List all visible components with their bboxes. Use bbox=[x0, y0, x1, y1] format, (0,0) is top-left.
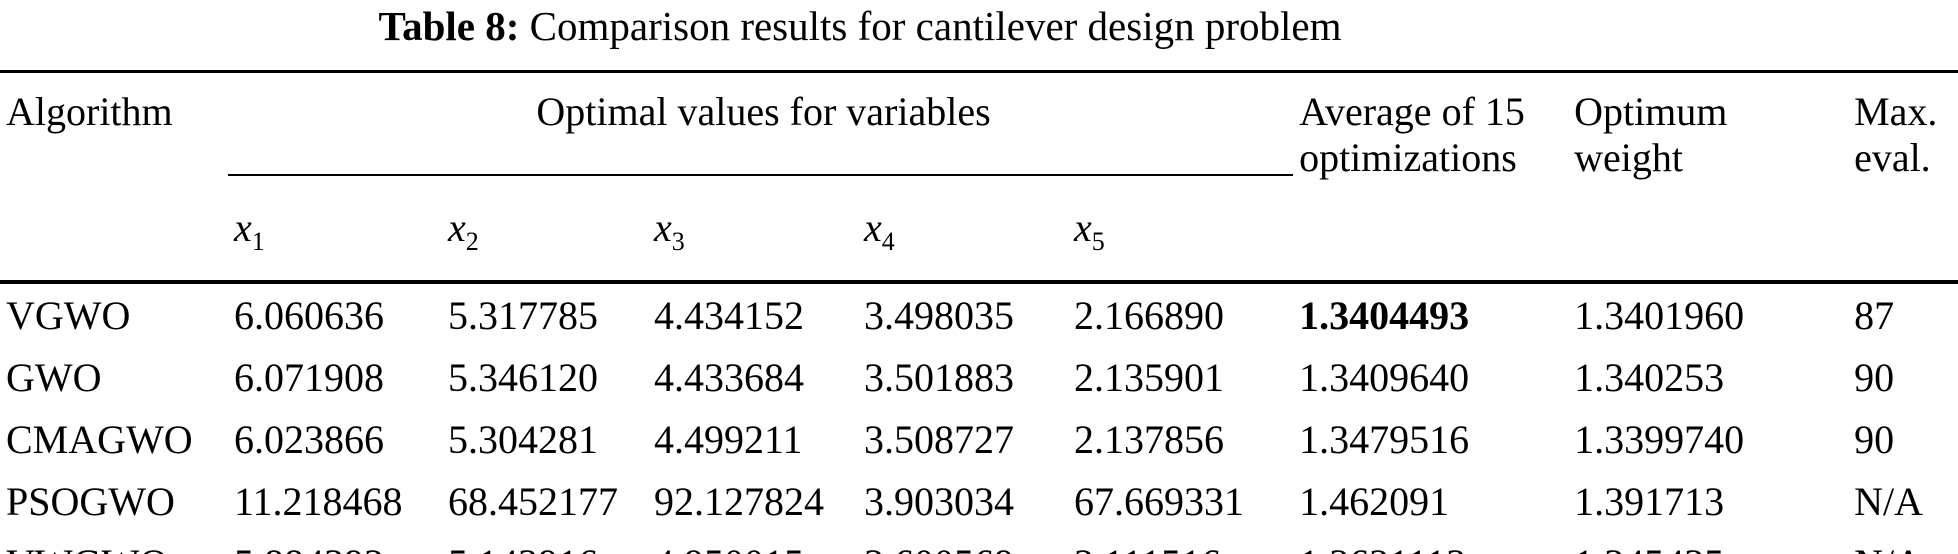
column-header-optimum-weight: Optimum weight bbox=[1568, 72, 1848, 283]
cell-x3: 4.433684 bbox=[654, 354, 804, 400]
cell-x4: 3.501883 bbox=[864, 354, 1014, 400]
column-header-optimum-line1: Optimum bbox=[1574, 89, 1728, 134]
cell-optimum-weight: 1.340253 bbox=[1574, 354, 1725, 400]
cell-algorithm: PSOGWO bbox=[6, 478, 175, 524]
cell-x1: 11.218468 bbox=[234, 478, 403, 524]
cell-x4: 3.498035 bbox=[864, 292, 1014, 338]
cell-x4: 3.600569 bbox=[858, 532, 1068, 554]
cell-x5: 67.669331 bbox=[1074, 478, 1244, 524]
cell-algorithm: VWGWO bbox=[0, 532, 228, 554]
cell-average: 1.3621113 bbox=[1293, 532, 1568, 554]
table-caption: Table 8: Comparison results for cantilev… bbox=[0, 2, 1720, 50]
x3-subscript: 3 bbox=[671, 227, 685, 256]
cell-x2: 5.304281 bbox=[448, 416, 598, 462]
column-header-x2: x2 bbox=[442, 175, 648, 282]
cell-x1: 5.884392 bbox=[228, 532, 442, 554]
cell-optimum-weight: 1.3401960 bbox=[1574, 292, 1745, 338]
column-header-x3: x3 bbox=[648, 175, 858, 282]
cell-x5: 2.111516 bbox=[1068, 532, 1293, 554]
column-header-x4: x4 bbox=[858, 175, 1068, 282]
x5-subscript: 5 bbox=[1091, 227, 1105, 256]
cell-algorithm: GWO bbox=[6, 354, 102, 400]
cell-average-best: 1.3404493 bbox=[1299, 292, 1470, 338]
cell-max-eval: N/A bbox=[1848, 532, 1958, 554]
column-header-max-eval: Max. eval. bbox=[1848, 72, 1958, 283]
column-header-algorithm: Algorithm bbox=[6, 89, 173, 134]
table-row-cmagwo: CMAGWO 6.023866 5.304281 4.499211 3.5087… bbox=[0, 408, 1958, 470]
cell-average: 1.3409640 bbox=[1299, 354, 1470, 400]
cell-x2: 5.143916 bbox=[442, 532, 648, 554]
column-header-optimum-line2: weight bbox=[1574, 135, 1683, 180]
x5-symbol: x bbox=[1074, 205, 1092, 250]
cell-max-eval: 87 bbox=[1854, 292, 1895, 338]
cell-x3: 4.950015 bbox=[648, 532, 858, 554]
cell-max-eval: 90 bbox=[1854, 416, 1895, 462]
x3-symbol: x bbox=[654, 205, 672, 250]
cell-x2: 5.346120 bbox=[448, 354, 598, 400]
table-row-vgwo: VGWO 6.060636 5.317785 4.434152 3.498035… bbox=[0, 282, 1958, 346]
cell-x4: 3.903034 bbox=[864, 478, 1014, 524]
cell-x2: 5.317785 bbox=[448, 292, 598, 338]
cell-x5: 2.137856 bbox=[1074, 416, 1224, 462]
cell-optimum-weight: 1.391713 bbox=[1574, 478, 1725, 524]
cell-optimum-weight: 1.345435 bbox=[1568, 532, 1848, 554]
cell-algorithm: CMAGWO bbox=[6, 416, 193, 462]
table-row-gwo: GWO 6.071908 5.346120 4.433684 3.501883 … bbox=[0, 346, 1958, 408]
cell-x2: 68.452177 bbox=[448, 478, 618, 524]
column-group-header-optimal-values: Optimal values for variables bbox=[228, 71, 1294, 176]
x2-symbol: x bbox=[448, 205, 466, 250]
x4-symbol: x bbox=[864, 205, 882, 250]
cell-x5: 2.166890 bbox=[1074, 292, 1224, 338]
column-header-max-line1: Max. bbox=[1854, 89, 1938, 134]
column-header-max-line2: eval. bbox=[1854, 135, 1931, 180]
column-header-average-line1: Average of 15 bbox=[1299, 89, 1525, 134]
cell-average: 1.462091 bbox=[1299, 478, 1450, 524]
column-header-average: Average of 15 optimizations bbox=[1293, 72, 1568, 283]
cell-x1: 6.060636 bbox=[234, 292, 384, 338]
table-caption-text: Comparison results for cantilever design… bbox=[519, 3, 1342, 49]
cell-optimum-weight: 1.3399740 bbox=[1574, 416, 1745, 462]
table-row-psogwo: PSOGWO 11.218468 68.452177 92.127824 3.9… bbox=[0, 470, 1958, 532]
column-header-x1: x1 bbox=[228, 175, 442, 282]
cell-max-eval: N/A bbox=[1854, 478, 1923, 524]
cell-x1: 6.071908 bbox=[234, 354, 384, 400]
cell-average: 1.3479516 bbox=[1299, 416, 1470, 462]
column-header-average-line2: optimizations bbox=[1299, 135, 1517, 180]
column-header-x5: x5 bbox=[1068, 175, 1293, 282]
x4-subscript: 4 bbox=[881, 227, 895, 256]
cell-x1: 6.023866 bbox=[234, 416, 384, 462]
cell-x5: 2.135901 bbox=[1074, 354, 1224, 400]
x1-symbol: x bbox=[234, 205, 252, 250]
cell-x3: 92.127824 bbox=[654, 478, 824, 524]
cell-algorithm: VGWO bbox=[6, 292, 131, 338]
table-caption-label: Table 8: bbox=[378, 3, 520, 49]
table-row-vwgwo: VWGWO 5.884392 5.143916 4.950015 3.60056… bbox=[0, 532, 1958, 554]
cell-x3: 4.434152 bbox=[654, 292, 804, 338]
cell-x3: 4.499211 bbox=[654, 416, 803, 462]
cell-x4: 3.508727 bbox=[864, 416, 1014, 462]
x1-subscript: 1 bbox=[251, 227, 265, 256]
cell-max-eval: 90 bbox=[1854, 354, 1895, 400]
x2-subscript: 2 bbox=[465, 227, 479, 256]
comparison-results-table: Algorithm Optimal values for variables A… bbox=[0, 70, 1958, 554]
